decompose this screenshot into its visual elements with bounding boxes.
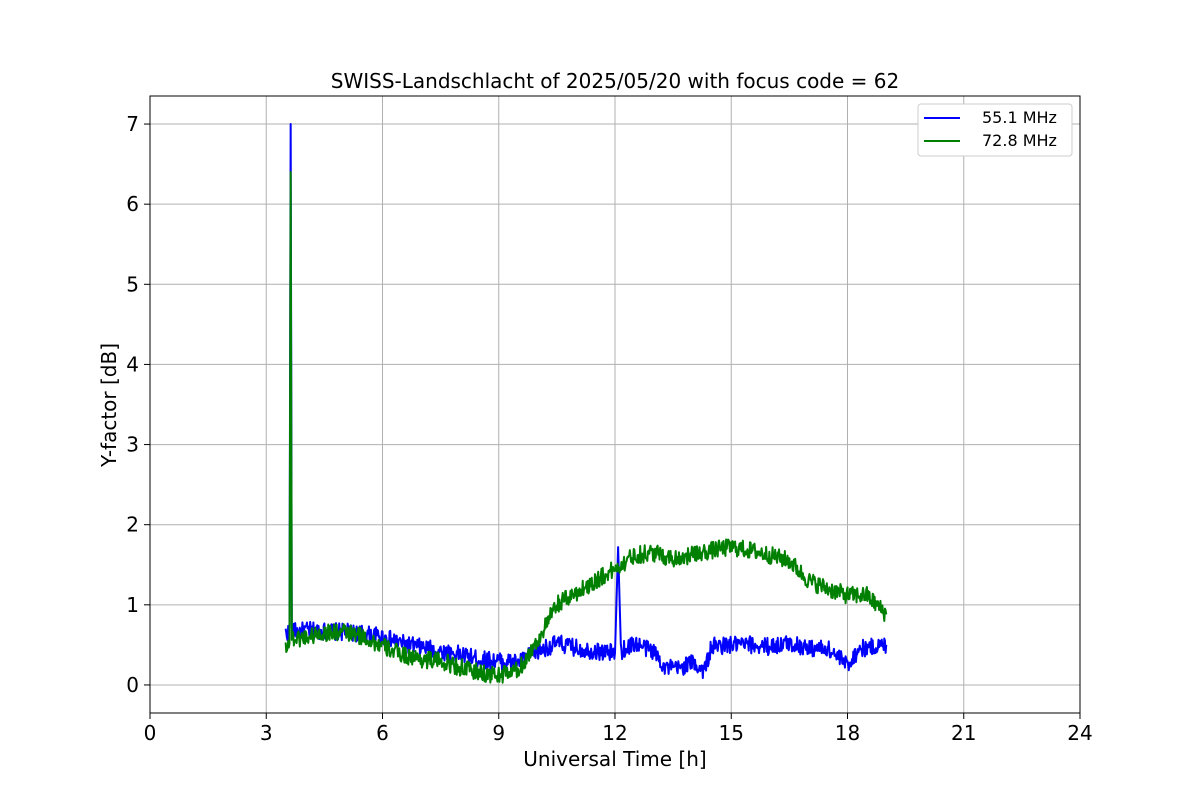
y-tick-label: 6 bbox=[126, 192, 139, 216]
x-ticks: 0 3 6 9 12 15 18 21 24 bbox=[144, 713, 1093, 745]
legend: 55.1 MHz 72.8 MHz bbox=[917, 103, 1073, 157]
y-ticks: 0 1 2 3 4 5 6 7 bbox=[126, 112, 150, 697]
x-tick-label: 15 bbox=[719, 721, 744, 745]
y-tick-label: 5 bbox=[126, 272, 139, 296]
x-tick-label: 6 bbox=[376, 721, 389, 745]
y-tick-label: 3 bbox=[126, 433, 139, 457]
y-tick-label: 7 bbox=[126, 112, 139, 136]
x-tick-label: 9 bbox=[492, 721, 505, 745]
y-tick-label: 0 bbox=[126, 673, 139, 697]
x-tick-label: 21 bbox=[951, 721, 976, 745]
x-tick-label: 12 bbox=[602, 721, 627, 745]
series-line-72-8-mhz bbox=[284, 171, 888, 684]
x-tick-label: 24 bbox=[1067, 721, 1092, 745]
series-layer bbox=[284, 123, 888, 684]
y-axis-label: Y-factor [dB] bbox=[97, 343, 121, 468]
series-line-55-1-mhz bbox=[284, 123, 888, 680]
chart-title: SWISS-Landschlacht of 2025/05/20 with fo… bbox=[331, 69, 899, 93]
y-tick-label: 2 bbox=[126, 513, 139, 537]
x-tick-label: 3 bbox=[260, 721, 273, 745]
y-tick-label: 1 bbox=[126, 593, 139, 617]
x-tick-label: 0 bbox=[144, 721, 157, 745]
legend-label-55-1-mhz: 55.1 MHz bbox=[982, 108, 1057, 127]
x-tick-label: 18 bbox=[835, 721, 860, 745]
x-axis-label: Universal Time [h] bbox=[523, 747, 706, 771]
legend-label-72-8-mhz: 72.8 MHz bbox=[982, 131, 1057, 150]
y-tick-label: 4 bbox=[126, 352, 139, 376]
